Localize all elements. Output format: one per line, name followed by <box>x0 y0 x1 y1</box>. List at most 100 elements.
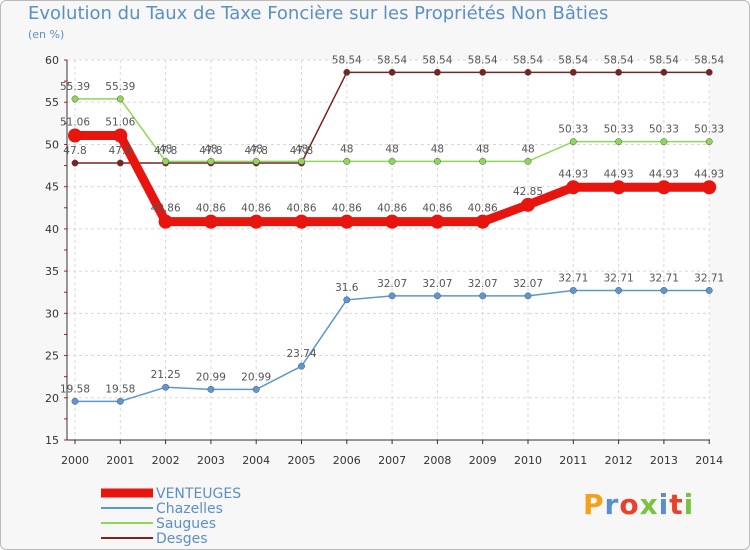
data-label-saugues: 48 <box>340 143 353 155</box>
data-label-saugues: 50.33 <box>694 124 724 136</box>
data-label-venteuges: 40.86 <box>151 203 181 215</box>
data-label-chazelles: 32.71 <box>694 272 724 284</box>
data-point-saugues <box>705 138 713 146</box>
data-point-saugues <box>298 157 305 165</box>
data-label-venteuges: 42.85 <box>513 186 543 198</box>
data-point-saugues <box>252 157 260 165</box>
logo-letter: P <box>583 488 605 521</box>
data-point-venteuges <box>113 128 128 143</box>
data-label-desges: 58.54 <box>377 54 407 66</box>
data-label-desges: 58.54 <box>649 54 679 66</box>
data-point-venteuges <box>158 214 173 229</box>
x-tick-label: 2006 <box>333 454 361 467</box>
data-label-venteuges: 40.86 <box>241 203 271 215</box>
data-label-chazelles: 32.07 <box>513 278 543 290</box>
data-point-saugues <box>433 157 441 165</box>
logo-letter: i <box>683 488 695 521</box>
data-label-desges: 58.54 <box>468 54 498 66</box>
data-label-chazelles: 19.58 <box>105 383 135 395</box>
data-label-venteuges: 44.93 <box>694 168 724 180</box>
data-label-chazelles: 31.6 <box>335 282 359 294</box>
y-tick-label: 40 <box>45 223 59 236</box>
grid-lines <box>67 59 710 441</box>
data-label-desges: 47.8 <box>109 145 132 157</box>
logo-letter: x <box>639 488 659 521</box>
data-point-saugues <box>615 138 623 146</box>
data-labels-layer: 51.06 51.06 40.86 40.86 40.86 40.86 40.86 40.86… <box>60 54 725 395</box>
data-label-chazelles: 32.71 <box>558 272 588 284</box>
legend-label-saugues: Saugues <box>156 516 216 532</box>
y-tick-label: 50 <box>45 138 59 151</box>
data-point-desges <box>705 68 713 76</box>
data-point-saugues <box>207 157 215 165</box>
data-label-chazelles: 32.07 <box>468 278 498 290</box>
data-point-chazelles <box>207 385 215 393</box>
data-point-saugues <box>116 95 124 103</box>
data-point-venteuges <box>430 214 445 229</box>
x-tick-label: 2002 <box>152 454 180 467</box>
data-label-chazelles: 32.07 <box>422 278 452 290</box>
data-point-chazelles <box>524 292 532 300</box>
legend-label-desges: Desges <box>156 531 207 547</box>
data-point-chazelles <box>298 362 305 370</box>
data-label-desges: 47.8 <box>63 145 86 157</box>
data-point-chazelles <box>388 292 396 300</box>
y-axis-unit-label: (en %) <box>28 28 65 41</box>
data-label-venteuges: 40.86 <box>422 203 452 215</box>
data-label-venteuges: 40.86 <box>332 203 362 215</box>
data-point-venteuges <box>294 214 309 229</box>
data-point-chazelles <box>116 397 124 405</box>
y-tick-label: 60 <box>45 54 59 67</box>
data-point-chazelles <box>705 286 713 294</box>
data-point-saugues <box>343 157 351 165</box>
data-point-desges <box>524 68 532 76</box>
data-point-saugues <box>479 157 487 165</box>
data-point-venteuges <box>702 180 717 195</box>
data-label-saugues: 48 <box>250 143 263 155</box>
data-point-desges <box>479 68 487 76</box>
data-point-venteuges <box>611 180 626 195</box>
data-label-saugues: 48 <box>521 143 534 155</box>
data-label-venteuges: 40.86 <box>377 203 407 215</box>
data-label-chazelles: 23.74 <box>286 348 316 360</box>
data-point-saugues <box>388 157 396 165</box>
series-layer <box>68 68 717 405</box>
logo-letter: i <box>658 488 670 521</box>
data-point-saugues <box>524 157 532 165</box>
data-label-chazelles: 21.25 <box>151 369 181 381</box>
y-tick-label: 45 <box>45 181 59 194</box>
data-point-venteuges <box>339 214 354 229</box>
data-point-saugues <box>71 95 79 103</box>
x-tick-label: 2007 <box>378 454 406 467</box>
data-point-venteuges <box>521 197 535 212</box>
data-label-desges: 47.8 <box>154 145 177 157</box>
data-label-desges: 58.54 <box>558 54 588 66</box>
data-label-saugues: 48 <box>385 143 398 155</box>
data-label-venteuges: 51.06 <box>105 116 135 128</box>
data-label-desges: 47.8 <box>290 145 313 157</box>
data-label-saugues: 55.39 <box>105 81 135 93</box>
x-tick-label: 2000 <box>61 454 89 467</box>
data-label-saugues: 48 <box>431 143 444 155</box>
data-label-venteuges: 40.86 <box>468 203 498 215</box>
data-point-desges <box>569 68 577 76</box>
x-tick-label: 2013 <box>650 454 678 467</box>
data-point-desges <box>660 68 668 76</box>
data-point-chazelles <box>569 286 577 294</box>
data-label-venteuges: 44.93 <box>558 168 588 180</box>
y-tick-label: 25 <box>45 350 59 363</box>
data-point-chazelles <box>660 286 668 294</box>
y-tick-label: 15 <box>45 434 59 447</box>
data-point-chazelles <box>343 296 351 304</box>
data-point-saugues <box>162 157 170 165</box>
data-label-desges: 58.54 <box>604 54 634 66</box>
logo-letter: o <box>619 488 640 521</box>
data-label-venteuges: 51.06 <box>60 116 90 128</box>
data-label-desges: 47.8 <box>199 145 222 157</box>
data-label-saugues: 50.33 <box>558 124 588 136</box>
chart-title: Evolution du Taux de Taxe Foncière sur l… <box>28 3 609 24</box>
data-label-desges: 58.54 <box>513 54 543 66</box>
data-point-venteuges <box>656 180 671 195</box>
